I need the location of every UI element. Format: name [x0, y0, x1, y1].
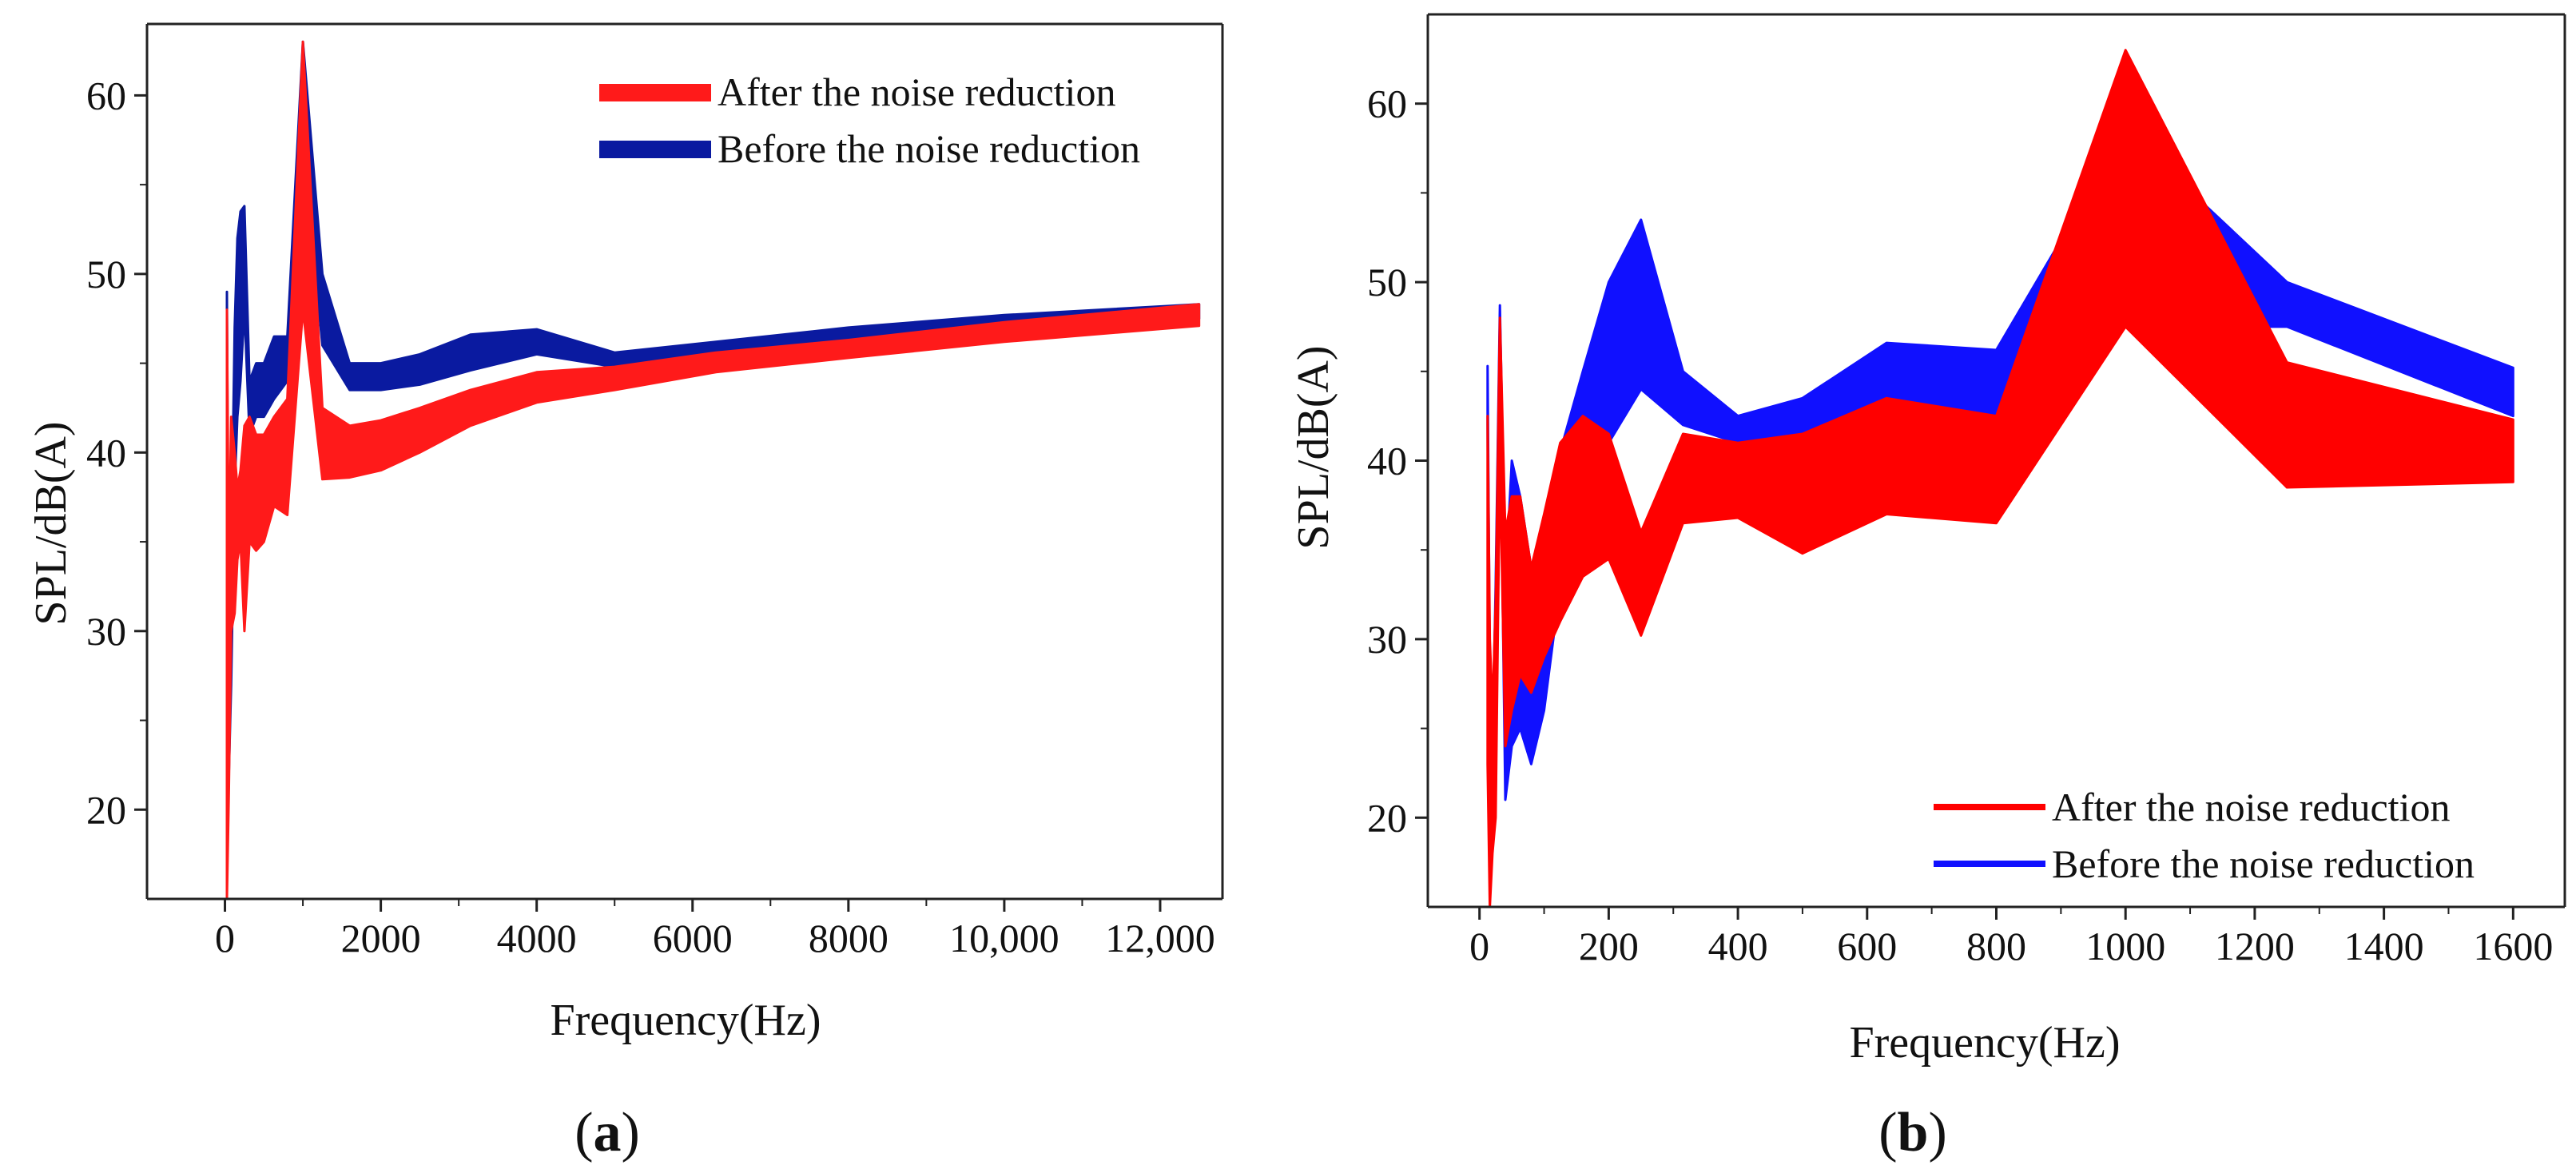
legend-label-before-a: Before the noise reduction — [718, 126, 1140, 171]
plot-area-a — [225, 40, 1201, 899]
x-tick-label-b-7: 1400 — [2344, 924, 2424, 968]
y-tick-label-a-0: 20 — [86, 787, 126, 832]
series-band-after-b — [1486, 49, 2514, 907]
series-group-a — [225, 40, 1201, 899]
x-tick-label-a-0: 0 — [215, 916, 235, 960]
x-tick-label-a-3: 6000 — [653, 916, 733, 960]
y-tick-label-b-4: 60 — [1367, 82, 1407, 126]
y-tick-label-b-3: 50 — [1367, 260, 1407, 304]
panel-label-a-close: ) — [622, 1102, 640, 1163]
x-tick-label-b-4: 800 — [1966, 924, 2026, 968]
series-band-after-a — [225, 40, 1201, 899]
y-tick-label-a-3: 50 — [86, 252, 126, 296]
y-tick-label-b-0: 20 — [1367, 795, 1407, 840]
x-tick-label-a-2: 4000 — [497, 916, 577, 960]
x-tick-label-a-4: 8000 — [809, 916, 888, 960]
panel-label-b-close: ) — [1928, 1102, 1946, 1163]
legend-label-after-a: After the noise reduction — [718, 70, 1115, 114]
series-group-b — [1486, 49, 2514, 907]
x-axis-title-a: Frequency(Hz) — [551, 996, 821, 1045]
y-tick-label-b-2: 40 — [1367, 439, 1407, 483]
axes-b: 0 200 400 600 800 1000 1200 1400 1600 20 30 40 50 60 — [1367, 13, 2566, 968]
x-tick-label-b-8: 1600 — [2473, 924, 2553, 968]
x-tick-label-a-5: 10,000 — [949, 916, 1059, 960]
y-tick-label-a-2: 40 — [86, 430, 126, 475]
axes-a: 0 2000 4000 6000 8000 10,000 12,000 20 30 40 50 60 — [86, 22, 1224, 960]
y-tick-label-a-1: 30 — [86, 609, 126, 654]
x-tick-label-b-3: 600 — [1837, 924, 1897, 968]
legend-b: After the noise reduction Before the noi… — [1934, 785, 2475, 886]
panel-label-a-open: ( — [574, 1102, 593, 1163]
panel-label-a-letter: a — [594, 1102, 622, 1163]
legend-a: After the noise reduction Before the noi… — [599, 70, 1140, 171]
x-tick-label-a-6: 12,000 — [1105, 916, 1215, 960]
y-tick-label-b-1: 30 — [1367, 617, 1407, 662]
x-tick-label-a-1: 2000 — [341, 916, 421, 960]
x-tick-label-b-6: 1200 — [2215, 924, 2295, 968]
chart-panel-a: 0 2000 4000 6000 8000 10,000 12,0002030405060 … — [26, 22, 1224, 1163]
legend-label-after-b: After the noise reduction — [2052, 785, 2450, 829]
panel-label-b-open: ( — [1878, 1102, 1897, 1163]
panel-label-a: (a) — [574, 1102, 640, 1163]
y-axis-title-b: SPL/dB(A) — [1289, 345, 1338, 549]
x-tick-label-b-1: 200 — [1579, 924, 1639, 968]
x-axis-title-b: Frequency(Hz) — [1850, 1018, 2121, 1068]
x-tick-label-b-0: 0 — [1469, 924, 1489, 968]
y-axis-title-a: SPL/dB(A) — [26, 421, 76, 625]
panel-label-b-letter: b — [1898, 1102, 1929, 1163]
x-tick-label-b-2: 400 — [1708, 924, 1768, 968]
legend-label-before-b: Before the noise reduction — [2052, 841, 2475, 886]
x-tick-label-b-5: 1000 — [2085, 924, 2165, 968]
plot-area-b — [1486, 49, 2514, 907]
y-tick-label-a-4: 60 — [86, 73, 126, 117]
panel-label-b: (b) — [1878, 1102, 1947, 1163]
chart-panel-b: 0 200 400 600 800 1000 1200 1400 16002030405060 … — [1289, 13, 2566, 1163]
